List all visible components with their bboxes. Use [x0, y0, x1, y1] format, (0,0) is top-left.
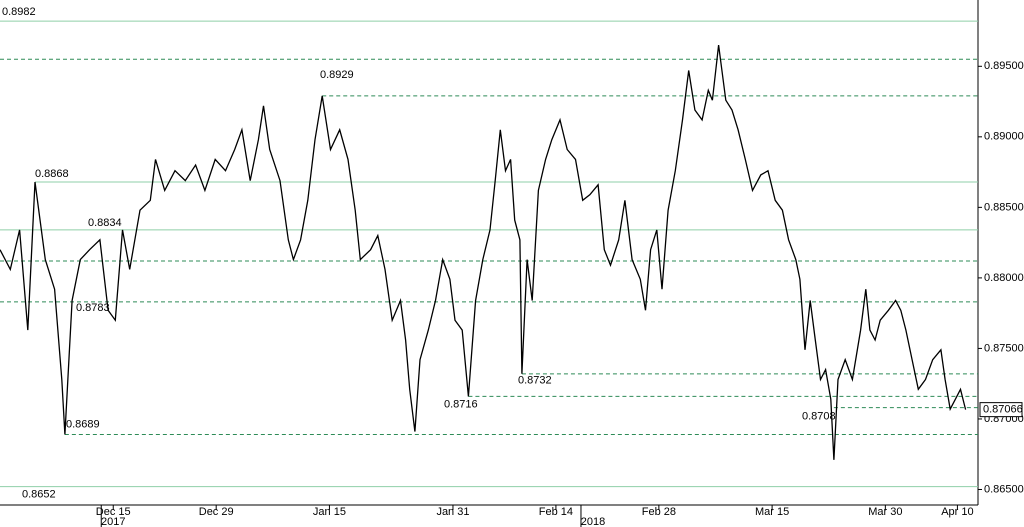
x-tick-label: Feb 28	[642, 506, 676, 518]
year-label: 2018	[581, 516, 605, 527]
level-label: 0.8982	[2, 6, 36, 18]
last-value-label: 0.87066	[983, 404, 1023, 416]
level-label: 0.8652	[22, 489, 56, 501]
x-tick-label: Mar 30	[868, 506, 902, 518]
level-label: 0.8689	[66, 418, 100, 430]
x-tick-label: Dec 15	[96, 506, 131, 518]
level-label: 0.8783	[76, 302, 110, 314]
last-value-box	[979, 402, 1023, 418]
year-label: 2017	[101, 516, 125, 527]
x-tick-label: Mar 15	[755, 506, 789, 518]
x-tick-label: Jan 31	[436, 506, 469, 518]
x-tick-label: Dec 29	[199, 506, 234, 518]
level-label: 0.8716	[444, 398, 478, 410]
y-tick-label: 0.89000	[984, 131, 1024, 143]
y-tick-label: 0.88500	[984, 201, 1024, 213]
level-label: 0.8834	[88, 217, 122, 229]
x-tick-label: Jan 15	[313, 506, 346, 518]
y-tick-label: 0.88000	[984, 272, 1024, 284]
price-line	[0, 45, 967, 460]
y-tick-label: 0.89500	[984, 60, 1024, 72]
level-label: 0.8708	[802, 411, 836, 423]
level-label: 0.8732	[518, 375, 552, 387]
x-tick-label: Apr 10	[941, 506, 973, 518]
level-label: 0.8929	[320, 69, 354, 81]
y-tick-label: 0.87500	[984, 342, 1024, 354]
level-label: 0.8868	[35, 168, 69, 180]
y-tick-label: 0.86500	[984, 483, 1024, 495]
x-tick-label: Feb 14	[539, 506, 573, 518]
